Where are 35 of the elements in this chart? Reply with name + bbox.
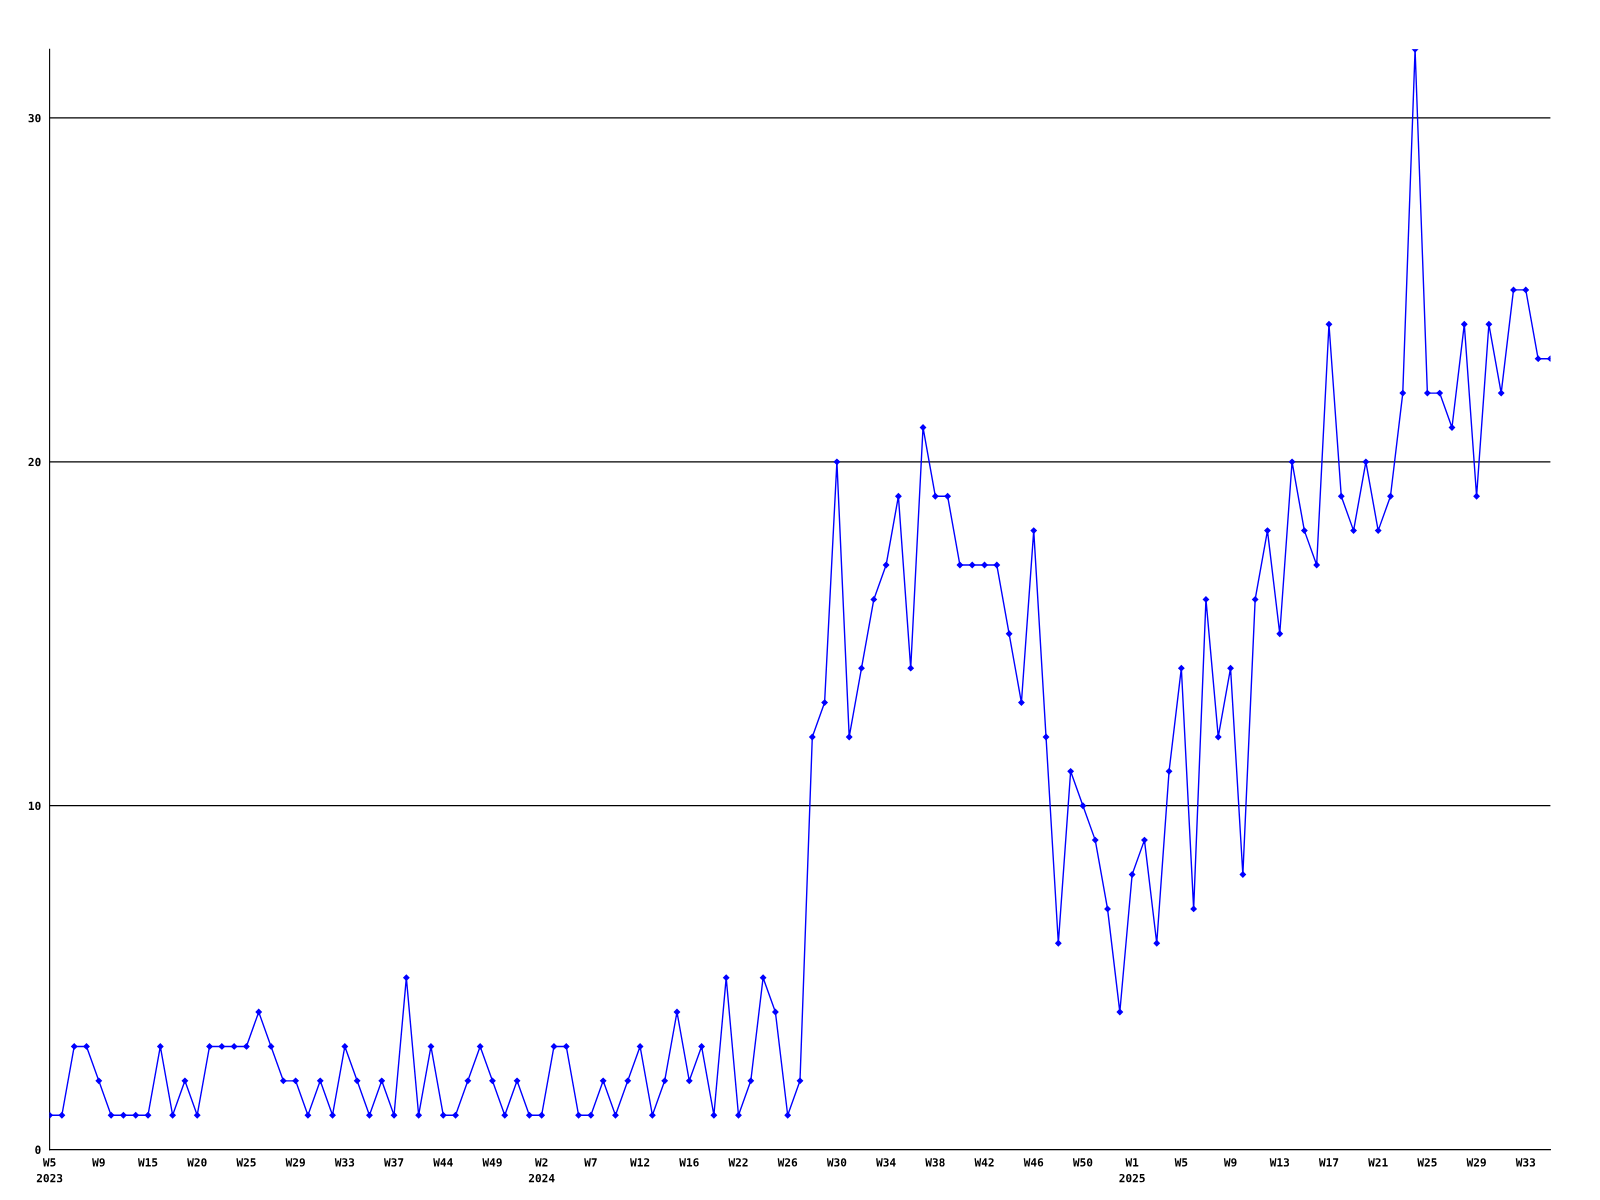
x-tick-label: W29 — [285, 1158, 305, 1167]
y-tick-label: 0 — [35, 1145, 41, 1154]
x-tick-label: W44 — [433, 1158, 453, 1167]
x-tick-label: W34 — [876, 1158, 896, 1167]
x-tick-label: W50 — [1072, 1158, 1093, 1167]
x-tick-label: W22 — [728, 1158, 748, 1167]
x-tick-label: W7 — [584, 1158, 597, 1167]
x-tick-label: W49 — [482, 1158, 502, 1167]
x-tick-label: W37 — [384, 1158, 404, 1167]
x-tick-label: W5 2023 — [36, 1158, 63, 1183]
x-tick-label: W33 — [334, 1158, 355, 1167]
x-tick-label: W17 — [1318, 1158, 1339, 1167]
x-tick-label: W29 — [1466, 1158, 1486, 1167]
x-tick-label: W2 2024 — [528, 1158, 555, 1183]
y-tick-label: 30 — [28, 113, 41, 123]
x-tick-label: W9 — [1223, 1158, 1237, 1167]
x-tick-label: W16 — [679, 1158, 699, 1167]
x-tick-label: W12 — [630, 1158, 650, 1167]
x-tick-label: W5 — [1174, 1158, 1188, 1167]
x-tick-label: W46 — [1023, 1158, 1044, 1167]
x-tick-label: W26 — [777, 1158, 798, 1167]
y-tick-label: 20 — [28, 457, 41, 467]
x-tick-label: W13 — [1269, 1158, 1290, 1167]
y-tick-label: 10 — [28, 801, 41, 811]
x-tick-label: W9 — [92, 1158, 105, 1167]
x-tick-label: W15 — [137, 1158, 158, 1167]
x-tick-label: W25 — [236, 1158, 256, 1167]
x-tick-label: W42 — [974, 1158, 994, 1167]
x-tick-label: W20 — [187, 1158, 207, 1167]
x-tick-label: W1 2025 — [1119, 1158, 1145, 1183]
x-tick-label: W21 — [1368, 1158, 1388, 1167]
x-tick-label: W25 — [1417, 1158, 1437, 1167]
x-tick-label: W38 — [925, 1158, 945, 1167]
x-tick-label: W33 — [1515, 1158, 1536, 1167]
x-tick-label: W30 — [826, 1158, 847, 1167]
